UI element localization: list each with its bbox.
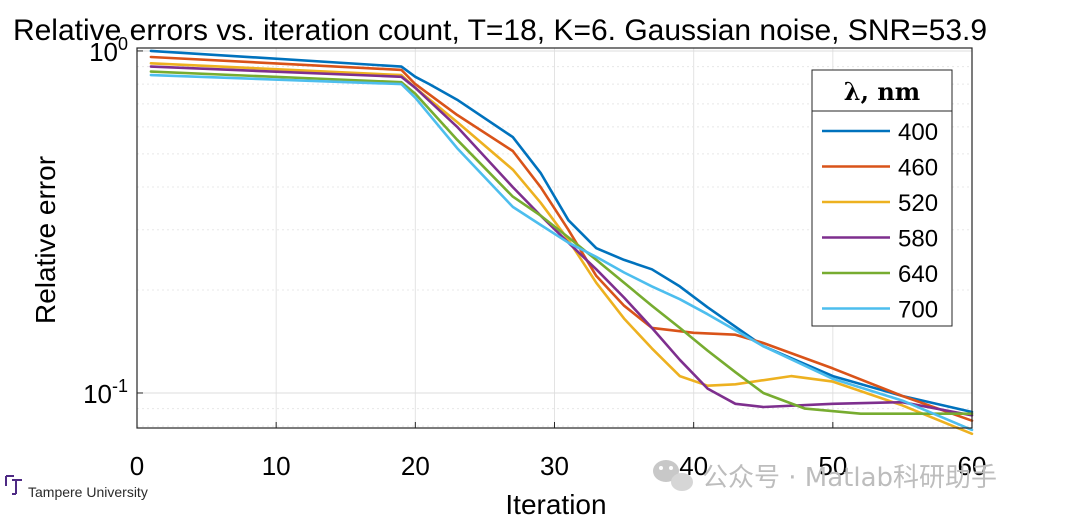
series-lines (149, 49, 974, 436)
watermark-text: 公众号 · Matlab科研助手 (702, 463, 997, 493)
legend-entry-700: 700 (898, 297, 938, 324)
y-tick-labels: 100 10-1 (83, 34, 143, 409)
watermark: 公众号 · Matlab科研助手 (653, 460, 997, 493)
tampere-logo: Tampere University (5, 475, 148, 500)
x-tick-label: 0 (130, 451, 144, 481)
x-tick-labels: 0 10 20 30 40 50 60 (130, 422, 987, 481)
series-line-520 (149, 61, 974, 436)
wechat-icon (653, 460, 693, 491)
series-line-580 (149, 65, 974, 417)
legend-entry-400: 400 (898, 119, 938, 146)
legend-title: λ, nm (844, 77, 920, 106)
series-line-460 (149, 55, 974, 423)
x-tick-label: 30 (540, 451, 569, 481)
x-tick-label: 60 (958, 451, 987, 481)
x-tick-label: 50 (818, 451, 847, 481)
x-axis-label: Iteration (505, 489, 606, 520)
series-line-700 (149, 73, 974, 432)
y-axis-label: Relative error (30, 156, 61, 324)
legend-entry-460: 460 (898, 155, 938, 182)
legend-entry-640: 640 (898, 261, 938, 288)
y-tick-label: 100 (89, 34, 128, 67)
y-tick-label: 10-1 (83, 376, 128, 409)
legend-entry-580: 580 (898, 226, 938, 253)
tampere-logo-text: Tampere University (28, 484, 148, 500)
legend-box (811, 69, 953, 327)
chart-title: Relative errors vs. iteration count, T=1… (13, 14, 987, 47)
legend: λ, nm 400 460 520 580 640 700 (811, 69, 953, 327)
tampere-logo-icon (5, 475, 22, 495)
series-line-640 (149, 70, 974, 416)
legend-entry-520: 520 (898, 190, 938, 217)
x-tick-label: 20 (401, 451, 430, 481)
x-tick-label: 10 (262, 451, 291, 481)
